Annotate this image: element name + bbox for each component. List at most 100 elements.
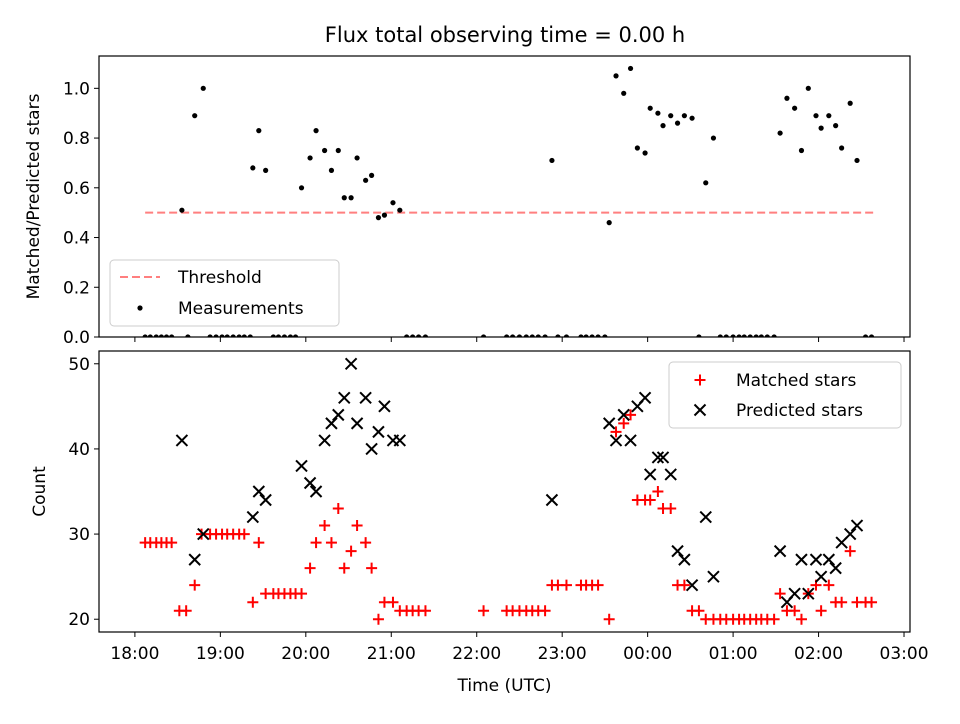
point-measurements [771, 334, 777, 337]
point-matched-stars [768, 613, 780, 625]
bottom-panel: 20 30 40 50 18:00 19:00 20:00 21:00 22:00 23:00 00… [30, 350, 929, 696]
point-measurements [681, 113, 687, 119]
point-predicted-stars [699, 510, 712, 524]
point-predicted-stars [795, 553, 808, 566]
legend: Threshold Measurements [109, 259, 340, 327]
point-measurements [668, 113, 674, 119]
point-predicted-stars [602, 417, 616, 430]
point-predicted-stars [829, 561, 842, 575]
point-measurements [504, 334, 510, 337]
point-matched-stars [560, 579, 572, 591]
point-matched-stars [678, 579, 690, 591]
point-matched-stars [166, 537, 178, 549]
point-measurements [256, 128, 262, 134]
point-measurements [341, 195, 347, 201]
point-measurements [747, 334, 753, 337]
point-predicted-stars [773, 544, 787, 558]
point-measurements [798, 147, 805, 154]
y-tick-label: 0.8 [63, 129, 90, 149]
point-measurements [236, 334, 242, 337]
point-predicted-stars [624, 434, 637, 447]
point-measurements [275, 334, 282, 337]
legend-predicted-label: Predicted stars [736, 401, 863, 421]
legend-predicted-swatch [693, 403, 707, 417]
point-matched-stars [774, 588, 786, 600]
point-measurements [322, 147, 328, 154]
point-matched-stars [795, 613, 807, 625]
point-measurements [207, 334, 213, 337]
x-tick-label: 20:00 [281, 644, 330, 664]
point-measurements [529, 334, 535, 337]
point-measurements [854, 157, 860, 164]
point-measurements [281, 334, 288, 337]
point-predicted-stars [318, 434, 331, 447]
point-measurements [758, 334, 764, 337]
point-measurements [696, 334, 702, 337]
point-measurements [606, 220, 612, 226]
point-measurements [369, 172, 375, 178]
point-predicted-stars [643, 468, 657, 481]
point-matched-stars [844, 545, 856, 557]
point-measurements [602, 334, 608, 337]
point-matched-stars [345, 545, 357, 557]
point-predicted-stars [685, 578, 699, 592]
point-predicted-stars [309, 485, 323, 498]
y-tick-label: 0.4 [63, 229, 90, 249]
point-matched-stars [253, 537, 265, 549]
point-matched-stars [789, 605, 801, 617]
point-measurements [292, 334, 299, 337]
point-measurements [689, 115, 695, 121]
point-predicted-stars [545, 493, 559, 507]
point-measurements [410, 334, 416, 337]
point-predicted-stars [664, 468, 677, 481]
y-tick-label: 50 [68, 355, 90, 375]
legend-box [668, 361, 902, 429]
point-predicted-stars [822, 553, 836, 566]
point-measurements [523, 334, 529, 337]
point-measurements [764, 334, 770, 337]
point-measurements [422, 334, 429, 337]
point-measurements [516, 334, 523, 337]
point-measurements [200, 85, 206, 91]
point-measurements [247, 334, 253, 337]
x-tick-label: 21:00 [367, 644, 416, 664]
point-measurements [642, 150, 648, 156]
point-predicted-stars [359, 391, 372, 405]
point-measurements [839, 145, 845, 151]
point-measurements [723, 334, 729, 337]
point-matched-stars [360, 537, 372, 549]
point-measurements [805, 85, 811, 91]
point-matched-stars [351, 520, 363, 532]
point-matched-stars [693, 605, 705, 617]
point-measurements [416, 334, 422, 337]
point-measurements [613, 73, 619, 79]
point-measurements [185, 334, 191, 337]
point-measurements [555, 334, 561, 337]
point-measurements [307, 155, 313, 161]
point-measurements [595, 334, 601, 337]
point-matched-stars [815, 605, 827, 617]
point-measurements [363, 177, 369, 183]
y-axis-label: Count [30, 466, 50, 517]
plot-area [142, 65, 875, 337]
point-measurements [784, 95, 790, 101]
point-measurements [862, 334, 869, 337]
point-measurements [818, 125, 824, 131]
x-tick-label: 02:00 [794, 644, 843, 664]
point-predicted-stars [175, 434, 189, 447]
point-measurements [163, 334, 170, 337]
point-predicted-stars [295, 459, 308, 473]
axes-frame [98, 350, 911, 633]
point-predicted-stars [617, 408, 630, 422]
point-predicted-stars [246, 510, 260, 524]
point-measurements [263, 167, 269, 173]
point-matched-stars [319, 520, 331, 532]
legend-threshold-label: Threshold [177, 268, 262, 288]
point-measurements [375, 215, 382, 221]
point-measurements [583, 334, 589, 337]
point-matched-stars [189, 579, 201, 591]
x-tick-label: 03:00 [880, 644, 929, 664]
point-predicted-stars [259, 493, 272, 507]
point-measurements [147, 334, 153, 337]
point-matched-stars [652, 486, 664, 497]
